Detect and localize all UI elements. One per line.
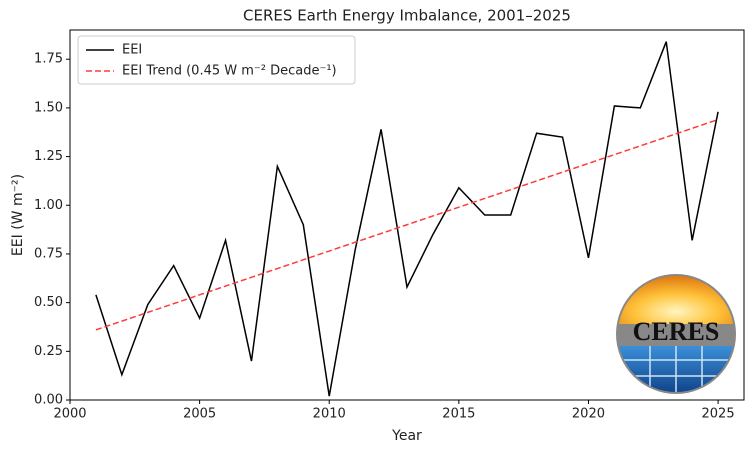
y-tick-label: 0.75 — [34, 246, 63, 261]
x-axis-label: Year — [391, 428, 422, 444]
x-tick-label: 2005 — [183, 407, 216, 422]
x-tick-label: 2025 — [702, 407, 735, 422]
plot-frame — [69, 29, 745, 401]
y-tick-label: 1.50 — [34, 100, 63, 115]
y-tick-label: 0.25 — [34, 344, 63, 359]
y-tick-label: 1.75 — [34, 52, 63, 67]
x-tick-label: 2000 — [53, 407, 86, 422]
legend-label: EEI Trend (0.45 W m⁻² Decade⁻¹) — [122, 64, 337, 79]
series-line — [95, 41, 719, 397]
logo-text: CERES — [633, 317, 720, 346]
legend-box — [77, 35, 356, 85]
y-axis-label: EEI (W m⁻²) — [10, 174, 26, 256]
y-tick-label: 0.50 — [34, 295, 63, 310]
series-line — [95, 118, 719, 331]
y-tick-label: 0.00 — [34, 393, 63, 408]
logo: CERES — [616, 274, 736, 394]
chart-title: CERES Earth Energy Imbalance, 2001–2025 — [243, 7, 571, 25]
x-tick-label: 2010 — [313, 407, 346, 422]
x-tick-label: 2020 — [572, 407, 605, 422]
y-tick-label: 1.00 — [34, 198, 63, 213]
x-tick-label: 2015 — [442, 407, 475, 422]
y-tick-label: 1.25 — [34, 149, 63, 164]
legend-label: EEI — [122, 43, 142, 58]
logo-grid — [618, 346, 734, 392]
